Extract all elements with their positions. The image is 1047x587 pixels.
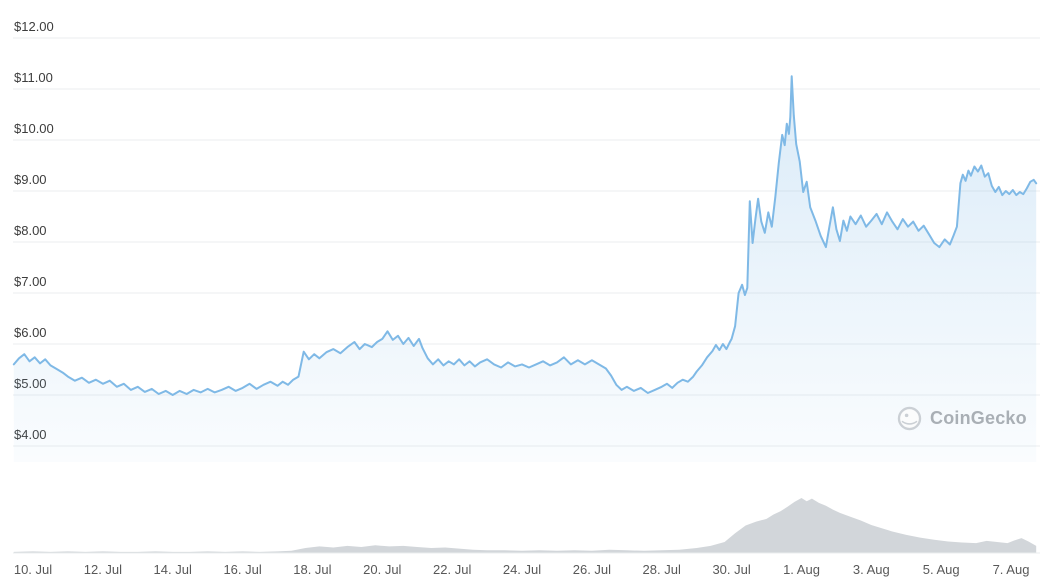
y-tick-label: $10.00 (14, 121, 54, 136)
x-axis-labels: 10. Jul 12. Jul 14. Jul 16. Jul 18. Jul 20. J… (14, 562, 1030, 577)
y-tick-label: $7.00 (14, 274, 47, 289)
price-area (13, 76, 1037, 463)
y-tick-label: $12.00 (14, 19, 54, 34)
x-tick-label: 24. Jul (503, 562, 541, 577)
y-tick-label: $6.00 (14, 325, 47, 340)
y-tick-label: $8.00 (14, 223, 47, 238)
y-tick-label: $11.00 (14, 70, 53, 85)
x-tick-label: 22. Jul (433, 562, 471, 577)
price-line (12, 75, 1038, 396)
x-tick-label: 10. Jul (14, 562, 52, 577)
x-tick-label: 7. Aug (993, 562, 1030, 577)
x-tick-label: 30. Jul (712, 562, 750, 577)
x-tick-label: 5. Aug (923, 562, 960, 577)
x-tick-label: 3. Aug (853, 562, 890, 577)
x-tick-label: 1. Aug (783, 562, 820, 577)
x-tick-label: 14. Jul (154, 562, 192, 577)
x-tick-label: 28. Jul (643, 562, 681, 577)
x-tick-label: 26. Jul (573, 562, 611, 577)
y-tick-label: $9.00 (14, 172, 47, 187)
x-tick-label: 18. Jul (293, 562, 331, 577)
volume-area (13, 498, 1037, 553)
x-tick-label: 20. Jul (363, 562, 401, 577)
x-tick-label: 16. Jul (223, 562, 261, 577)
x-tick-label: 12. Jul (84, 562, 122, 577)
